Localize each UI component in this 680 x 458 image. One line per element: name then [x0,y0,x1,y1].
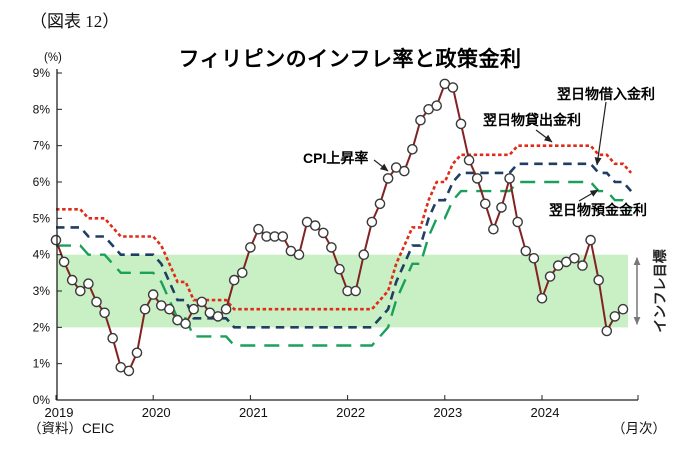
cpi-marker [479,198,491,210]
y-tick-label: 0% [33,393,51,407]
y-tick-label: 2% [33,320,51,334]
cpi-marker [180,318,191,330]
lending-annotation-arrow [535,129,553,143]
cpi-marker [123,365,135,377]
cpi-marker [528,252,540,264]
cpi-marker [212,311,224,322]
cpi-marker [463,154,475,166]
x-tick-label: 2024 [531,405,560,420]
cpi-marker [398,165,410,177]
cpi-marker [536,292,548,304]
series-line-lending [56,144,633,311]
cpi-marker [75,285,86,297]
cpi-marker [196,296,208,308]
cpi-marker [334,263,345,275]
deposit-annotation-arrow [578,189,599,202]
cpi-marker [220,303,232,315]
cpi-marker [139,303,151,315]
series-line-borrowing [56,162,633,329]
annotation-borrowing-label: 翌日物借入金利 [557,86,655,102]
cpi-marker [520,245,532,257]
cpi-marker [309,220,321,231]
cpi-marker [366,216,378,228]
cpi-marker [91,296,102,308]
figure-number-label: （図表 12） [30,12,120,31]
annotation-arrows [373,101,607,202]
cpi-marker [447,82,459,93]
x-tick-label: 2020 [142,405,171,420]
annotation-lending-label: 翌日物貸出金利 [483,112,581,128]
cpi-marker [471,173,483,184]
cpi-marker [609,311,621,322]
cpi-marker [407,143,418,155]
cpi-marker [585,234,596,246]
x-tick-label: 2022 [336,405,365,420]
cpi-marker [577,260,588,271]
cpi-marker [164,303,175,315]
y-tick-label: 9% [33,66,51,80]
cpi-marker [107,332,118,344]
x-tick-label: 2019 [45,405,74,420]
cpi-marker [236,267,248,279]
cpi-marker [569,252,580,264]
cpi-marker [326,242,337,253]
cpi-marker [350,285,362,297]
cpi-marker [83,278,94,290]
cpi-marker [431,100,443,111]
cpi-marker [245,242,256,253]
cpi-marker [601,325,613,337]
cpi-marker [382,173,394,184]
y-tick-label: 1% [33,357,51,371]
cpi-marker [455,118,467,130]
y-tick-label: 4% [33,248,51,262]
cpi-marker [228,274,240,286]
cpi-marker [374,198,386,210]
y-tick-label: 6% [33,175,51,189]
x-tick-label: 2021 [239,405,268,420]
y-tick-label: 8% [33,102,51,116]
inflation-target-label: インフレ目標 [652,249,668,333]
y-tick-label: 7% [33,139,51,153]
borrowing-annotation-arrow [594,101,607,166]
cpi-marker [504,173,515,184]
cpi-annotation-arrow [373,159,389,172]
chart-title: フィリピンのインフレ率と政策金利 [178,48,522,71]
x-tick-label: 2023 [433,405,462,420]
cpi-marker [544,271,556,282]
frequency-note: （月次） [612,421,666,436]
cpi-marker [317,227,329,239]
cpi-marker [188,303,199,315]
series-line-deposit [56,180,632,347]
y-tick-label: 3% [33,284,51,298]
cpi-marker [512,216,524,228]
cpi-marker [131,347,143,359]
cpi-marker [50,234,62,246]
cpi-marker [415,114,426,126]
cpi-marker [488,223,499,235]
cpi-marker [277,231,289,242]
cpi-marker [253,223,264,235]
annotation-deposit-label: 翌日物預金金利 [549,202,647,218]
cpi-marker [147,289,159,300]
cpi-marker [99,307,110,319]
annotation-cpi-label: CPI上昇率 [303,150,369,166]
source-note: （資料）CEIC [28,421,115,436]
cpi-marker [593,274,605,286]
cpi-marker [293,249,305,260]
cpi-marker [66,274,78,286]
cpi-marker [496,202,507,213]
cpi-marker [58,256,70,268]
y-axis-unit-label: (%) [44,52,62,64]
cpi-marker [358,249,370,260]
cpi-marker [617,303,629,315]
y-tick-label: 5% [33,211,51,225]
